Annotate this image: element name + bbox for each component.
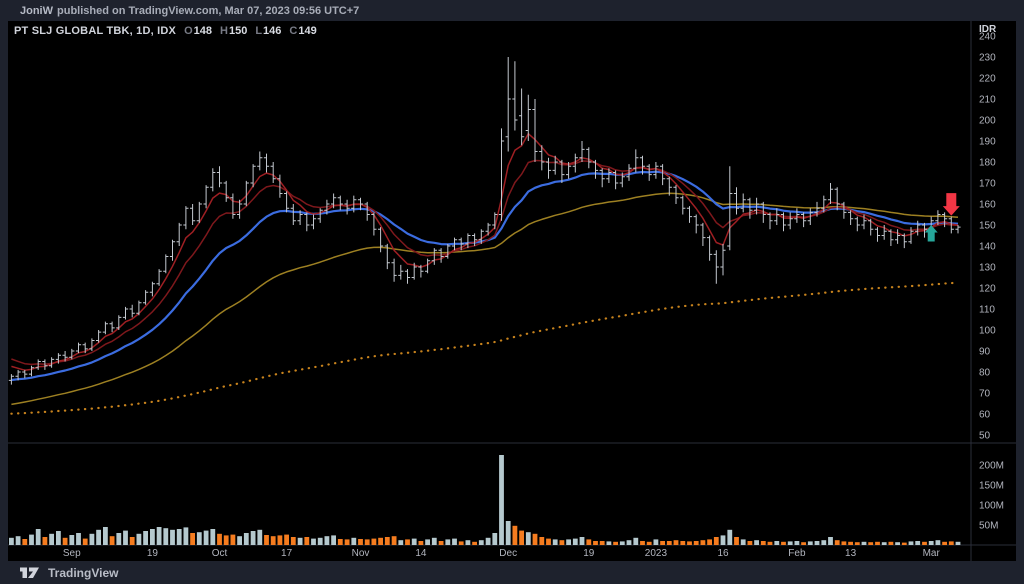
svg-text:Mar: Mar [923,548,941,559]
svg-text:220: 220 [979,74,996,85]
ohlc-high: H150 [220,25,248,37]
svg-text:150M: 150M [979,481,1004,492]
tradingview-logo-icon[interactable] [20,566,42,579]
svg-text:200: 200 [979,116,996,127]
svg-text:19: 19 [583,548,595,559]
svg-text:70: 70 [979,389,991,400]
svg-text:19: 19 [147,548,159,559]
published-text: published on TradingView.com, Mar 07, 20… [57,4,360,17]
svg-text:120: 120 [979,284,996,295]
svg-text:Dec: Dec [499,548,517,559]
ma-line-MA-long-dotted[interactable] [10,281,960,415]
buy-arrow-icon [924,225,938,242]
svg-text:190: 190 [979,137,996,148]
publisher-username[interactable]: JoniW [20,4,53,17]
svg-text:160: 160 [979,200,996,211]
currency-label: IDR [979,24,997,35]
chart-legend[interactable]: PT SLJ GLOBAL TBK, 1D, IDX O148 H150 L14… [14,25,317,37]
svg-text:13: 13 [845,548,857,559]
svg-text:60: 60 [979,410,991,421]
svg-text:Feb: Feb [788,548,806,559]
svg-text:90: 90 [979,347,991,358]
signal-markers[interactable] [924,193,960,242]
ohlc-bars [8,57,961,385]
svg-text:Nov: Nov [352,548,370,559]
symbol-title[interactable]: PT SLJ GLOBAL TBK, 1D, IDX [14,25,177,37]
svg-text:170: 170 [979,179,996,190]
svg-text:180: 180 [979,158,996,169]
svg-text:140: 140 [979,242,996,253]
svg-text:200M: 200M [979,461,1004,472]
svg-text:50: 50 [979,431,991,442]
published-banner: JoniW published on TradingView.com, Mar … [0,0,1024,21]
svg-text:130: 130 [979,263,996,274]
time-axis[interactable]: Sep 19 Oct 17 Nov 14 Dec 19 2023 16 Feb 13 Mar [63,548,941,559]
chart-panel: PT SLJ GLOBAL TBK, 1D, IDX O148 H150 L14… [8,21,1016,561]
svg-text:17: 17 [281,548,293,559]
svg-text:2023: 2023 [645,548,668,559]
ohlc-open: O148 [184,25,212,37]
ohlc-close: C149 [289,25,317,37]
ma-line-MA5[interactable] [11,132,959,371]
svg-text:14: 14 [415,548,427,559]
ma-line-MA20[interactable] [11,170,959,382]
svg-text:150: 150 [979,221,996,232]
ohlc-low: L146 [255,25,282,37]
volume-axis[interactable]: 200M 150M 100M 50M [979,461,1004,532]
svg-text:100M: 100M [979,501,1004,512]
svg-text:50M: 50M [979,521,998,532]
ma-line-MA50[interactable] [11,192,959,406]
svg-text:16: 16 [717,548,729,559]
svg-text:230: 230 [979,53,996,64]
pane-separators [8,21,1016,561]
svg-text:Sep: Sep [63,548,81,559]
svg-text:100: 100 [979,326,996,337]
tradingview-brand-text[interactable]: TradingView [48,565,119,580]
svg-text:80: 80 [979,368,991,379]
footer-bar: TradingView [0,561,1024,584]
svg-text:110: 110 [979,305,995,316]
svg-text:Oct: Oct [212,548,228,559]
ma-line-MA10[interactable] [11,159,959,366]
sell-arrow-icon [942,193,960,216]
svg-text:210: 210 [979,95,996,106]
volume-bars [9,455,961,545]
svg-text:240: 240 [979,32,996,43]
